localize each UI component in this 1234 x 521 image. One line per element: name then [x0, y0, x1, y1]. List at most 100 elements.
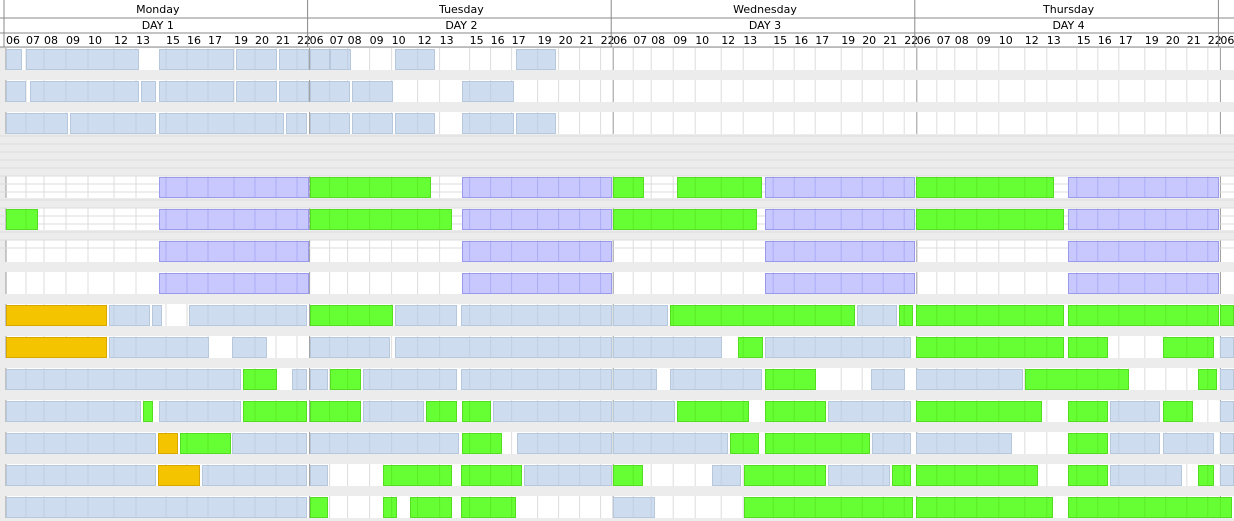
schedule-block: [395, 337, 612, 358]
hour-label: 06: [6, 34, 20, 47]
hour-label: 06: [310, 34, 324, 47]
hour-label: 16: [187, 34, 201, 47]
schedule-block: [236, 81, 277, 102]
schedule-block: [828, 401, 911, 422]
schedule-block: [1220, 401, 1234, 422]
schedule-block: [765, 241, 915, 262]
schedule-block: [232, 433, 307, 454]
hour-label: 07: [26, 34, 40, 47]
hour-label: 20: [255, 34, 269, 47]
schedule-block: [1220, 433, 1234, 454]
hour-label: 17: [1119, 34, 1133, 47]
schedule-block: [1068, 433, 1108, 454]
schedule-block: [279, 49, 309, 70]
schedule-block: [461, 369, 612, 390]
schedule-block: [143, 401, 153, 422]
schedule-block: [1220, 337, 1234, 358]
schedule-block: [363, 369, 457, 390]
hour-label: 16: [1098, 34, 1112, 47]
hour-label: 19: [841, 34, 855, 47]
hour-label: 17: [512, 34, 526, 47]
schedule-block: [352, 113, 393, 134]
schedule-block: [6, 49, 22, 70]
schedule-block: [6, 465, 156, 486]
schedule-block: [159, 113, 284, 134]
schedule-block: [109, 337, 209, 358]
schedule-block: [292, 369, 307, 390]
hour-label: 12: [721, 34, 735, 47]
hour-label: 13: [1047, 34, 1061, 47]
schedule-block: [395, 305, 457, 326]
schedule-block: [1068, 241, 1219, 262]
schedule-block: [765, 369, 816, 390]
schedule-block: [462, 81, 514, 102]
day-label: DAY 1: [142, 19, 174, 32]
hour-label: 12: [1025, 34, 1039, 47]
schedule-block: [516, 113, 556, 134]
schedule-block: [310, 49, 330, 70]
hour-label: 10: [999, 34, 1013, 47]
schedule-block: [70, 113, 156, 134]
schedule-block: [613, 305, 668, 326]
hour-label: 16: [491, 34, 505, 47]
schedule-block: [1068, 401, 1108, 422]
schedule-block: [765, 337, 911, 358]
schedule-block: [6, 433, 156, 454]
hour-label: 20: [1166, 34, 1180, 47]
schedule-block: [828, 465, 890, 486]
day-name: Monday: [136, 3, 180, 16]
schedule-block: [670, 305, 855, 326]
schedule-block: [410, 497, 452, 518]
schedule-block: [744, 465, 826, 486]
schedule-block: [6, 113, 68, 134]
schedule-block: [916, 401, 1042, 422]
schedule-block: [916, 209, 1064, 230]
schedule-block: [677, 401, 749, 422]
schedule-block: [159, 401, 241, 422]
schedule-block: [1220, 369, 1234, 390]
hour-label: 12: [114, 34, 128, 47]
day-label: DAY 2: [445, 19, 477, 32]
day-name: Thursday: [1042, 3, 1095, 16]
hour-label: 15: [1077, 34, 1091, 47]
hour-label: 15: [166, 34, 180, 47]
schedule-block: [310, 177, 431, 198]
schedule-block: [677, 177, 762, 198]
schedule-block: [1068, 273, 1219, 294]
schedule-block: [462, 177, 612, 198]
schedule-block: [916, 337, 1064, 358]
schedule-block: [462, 401, 491, 422]
schedule-block: [310, 433, 459, 454]
hour-label: 17: [815, 34, 829, 47]
schedule-block: [159, 81, 234, 102]
schedule-block: [916, 177, 1054, 198]
schedule-block: [765, 209, 915, 230]
schedule-block: [180, 433, 231, 454]
hour-label: 08: [955, 34, 969, 47]
schedule-block: [352, 81, 393, 102]
schedule-block: [310, 305, 393, 326]
schedule-block: [916, 369, 1023, 390]
schedule-block: [1068, 337, 1108, 358]
schedule-block: [395, 49, 435, 70]
schedule-block: [6, 337, 107, 358]
schedule-block: [236, 49, 277, 70]
schedule-block: [1068, 177, 1219, 198]
schedule-block: [6, 497, 307, 518]
hour-label: 15: [773, 34, 787, 47]
schedule-block: [765, 273, 915, 294]
schedule-block: [1110, 465, 1182, 486]
schedule-block: [395, 113, 435, 134]
schedule-block: [712, 465, 741, 486]
day-name: Wednesday: [733, 3, 797, 16]
schedule-block: [310, 209, 452, 230]
schedule-block: [613, 369, 657, 390]
schedule-block: [1163, 401, 1193, 422]
schedule-block: [1110, 401, 1160, 422]
hour-label: 06: [1220, 34, 1234, 47]
schedule-block: [857, 305, 897, 326]
schedule-block: [524, 465, 612, 486]
hour-label: 07: [937, 34, 951, 47]
schedule-block: [243, 369, 277, 390]
schedule-block: [6, 305, 107, 326]
